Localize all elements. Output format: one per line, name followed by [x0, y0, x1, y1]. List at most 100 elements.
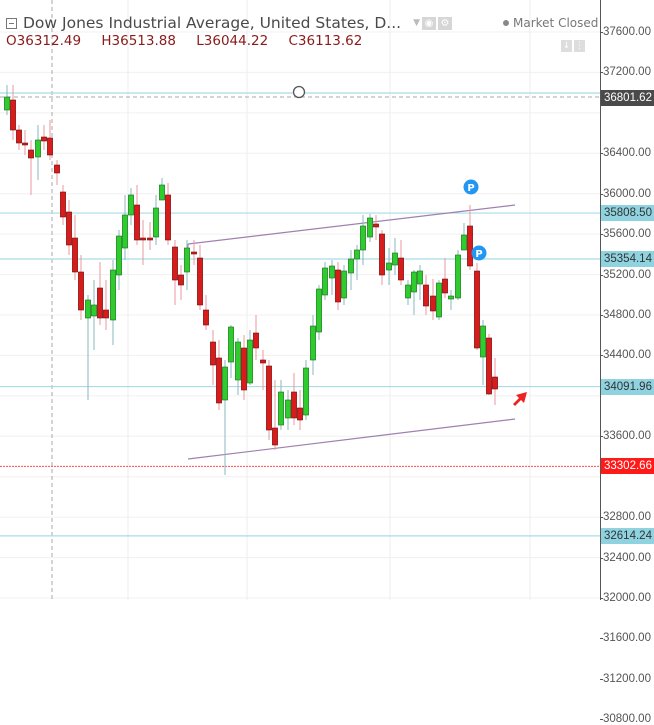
candle-down: [54, 164, 60, 174]
low-value: 36044.22: [203, 33, 269, 49]
candle-down: [291, 391, 297, 419]
candle-down: [423, 284, 429, 307]
candle-up: [278, 391, 284, 426]
candle-up: [417, 270, 423, 285]
candle-down: [486, 337, 492, 395]
price-level-tag: 36801.62: [601, 90, 654, 106]
candle-up: [341, 270, 347, 299]
price-axis[interactable]: 37600.00 37200.00 36400.00 36000.00 35600.00…: [600, 0, 654, 725]
close-label: C: [288, 33, 298, 49]
chevron-down-icon[interactable]: ▼: [413, 18, 421, 28]
candle-up: [386, 262, 392, 271]
candle-down: [373, 223, 379, 228]
price-tick-label: 36000.00: [600, 187, 651, 200]
price-tick-label: 37200.00: [600, 66, 651, 79]
collapse-icon[interactable]: [6, 17, 17, 29]
candle-down: [335, 269, 341, 303]
candle-down: [28, 149, 34, 159]
candle-down: [66, 211, 72, 246]
candle-up: [329, 265, 335, 279]
chart-legend: Dow Jones Industrial Average, United Sta…: [6, 14, 453, 49]
drawing-handle-circle: [292, 85, 306, 99]
candle-down: [260, 359, 266, 364]
candle-down: [191, 251, 197, 255]
candle-up: [235, 341, 241, 381]
candle-up: [153, 207, 159, 238]
candle-up: [35, 139, 41, 158]
candle-up: [116, 235, 122, 276]
candle-up: [405, 284, 411, 299]
pivot-marker-icon: [463, 179, 479, 195]
candle-down: [297, 407, 303, 421]
price-tick-label: 34800.00: [600, 308, 651, 321]
candle-up: [285, 399, 291, 419]
ohlc-values: O36312.49 H36513.88 L36044.22 C36113.62: [6, 33, 452, 49]
candle-down: [10, 99, 16, 131]
price-tick-label: 30800.00: [600, 713, 651, 725]
price-tick-label: 32000.00: [600, 591, 651, 604]
red-arrow-icon: [513, 392, 527, 406]
candle-up: [316, 288, 322, 333]
candle-up: [360, 225, 366, 251]
side-buttons: ↓ ⋮: [559, 33, 585, 52]
low-label: L: [196, 33, 204, 49]
candle-down: [147, 237, 153, 241]
candle-down: [165, 194, 171, 241]
open-label: O: [6, 33, 17, 49]
high-value: 36513.88: [111, 33, 176, 49]
candle-up: [322, 267, 328, 296]
candle-down: [16, 129, 22, 144]
status-dot-icon: [503, 20, 509, 26]
price-level-tag: 35808.50: [601, 205, 654, 222]
price-tick-label: 31600.00: [600, 632, 651, 645]
candle-down: [97, 287, 103, 319]
candle-down: [178, 274, 184, 286]
candle-up: [367, 217, 373, 238]
candlestick-chart[interactable]: PP: [0, 0, 600, 600]
candle-up: [222, 366, 228, 401]
price-tick-label: 33600.00: [600, 430, 651, 443]
eye-icon[interactable]: ◉: [422, 16, 437, 30]
candle-up: [91, 304, 97, 317]
candle-up: [122, 214, 128, 249]
price-tick-label: 31200.00: [600, 672, 651, 685]
candle-up: [461, 234, 467, 251]
more-icon[interactable]: ⋮: [574, 40, 585, 52]
candle-down: [140, 237, 146, 241]
candle-up: [303, 367, 309, 416]
price-level-tag: 33302.66: [601, 458, 654, 475]
candle-up: [184, 247, 190, 273]
candle-down: [398, 257, 404, 281]
candle-down: [253, 332, 259, 349]
candle-down: [430, 295, 436, 312]
candle-up: [247, 339, 253, 384]
candle-up: [159, 184, 165, 201]
candle-down: [266, 365, 272, 431]
arrow-down-icon[interactable]: ↓: [561, 40, 572, 52]
pivot-marker-label: P: [467, 183, 474, 194]
candle-down: [172, 246, 178, 281]
candle-down: [197, 257, 203, 306]
open-value: 36312.49: [16, 33, 82, 49]
candle-down: [203, 309, 209, 326]
candle-down: [442, 278, 448, 294]
price-tick-label: 35200.00: [600, 268, 651, 281]
candle-down: [492, 376, 498, 390]
price-level-tag: 35354.14: [601, 250, 654, 267]
price-tick-label: 36400.00: [600, 147, 651, 160]
candle-up: [480, 325, 486, 358]
candle-down: [210, 341, 216, 366]
candle-down: [60, 191, 66, 218]
candle-up: [436, 282, 442, 318]
candle-down: [103, 309, 109, 319]
market-status: Market Closed: [503, 16, 598, 30]
candle-down: [72, 237, 78, 273]
gear-icon[interactable]: ⚙: [438, 16, 453, 30]
candle-down: [22, 142, 28, 146]
candle-down: [78, 271, 84, 311]
trend-channel-line: [187, 204, 516, 245]
candle-up: [128, 194, 134, 216]
candle-down: [134, 204, 140, 241]
candle-down: [379, 233, 385, 276]
